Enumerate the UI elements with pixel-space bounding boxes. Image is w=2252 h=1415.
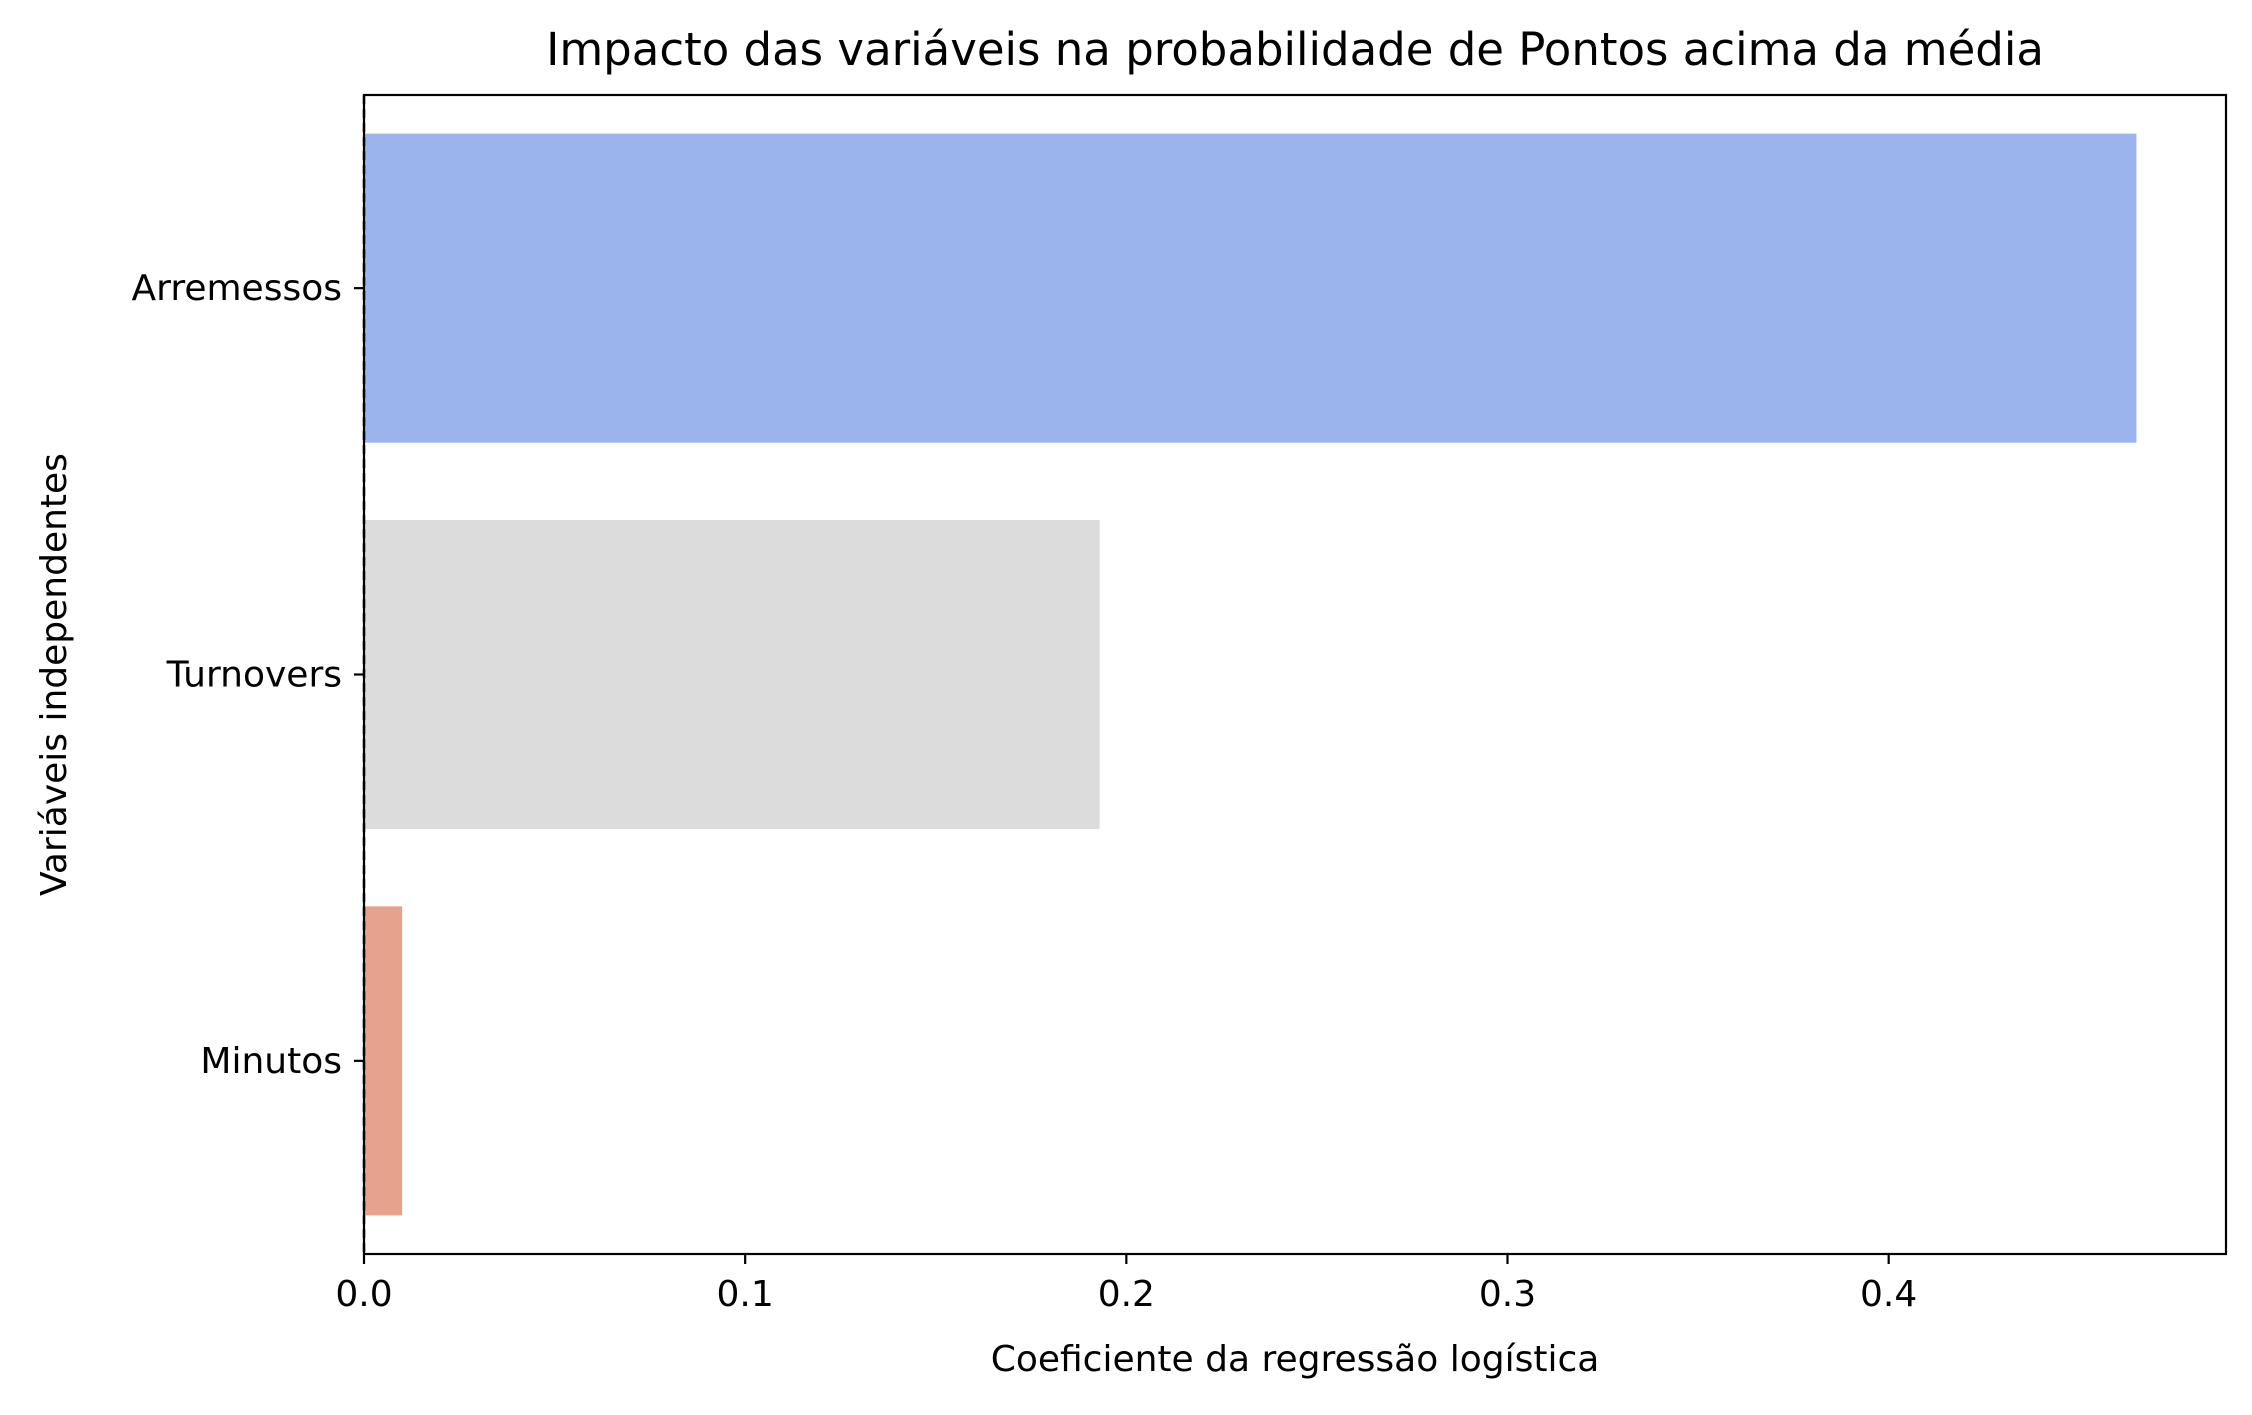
plot-frame	[362, 93, 2228, 1256]
chart-title: Impacto das variáveis na probabilidade d…	[546, 23, 2044, 76]
bar-arremessos	[364, 133, 2137, 443]
x-axis-label: Coeficiente da regressão logística	[991, 1339, 1600, 1380]
x-tick-label: 0.3	[1479, 1274, 1536, 1315]
bar-minutos	[364, 906, 403, 1216]
y-tick-label: Minutos	[200, 1041, 342, 1082]
y-tick-label: Arremessos	[132, 268, 342, 309]
x-ticks: 0.0 0.1 0.2 0.3 0.4	[335, 1254, 1917, 1315]
x-tick-label: 0.1	[717, 1274, 774, 1315]
x-tick-label: 0.0	[335, 1274, 392, 1315]
x-tick-label: 0.2	[1098, 1274, 1155, 1315]
x-tick-label: 0.4	[1860, 1274, 1917, 1315]
bar-turnovers	[364, 519, 1100, 830]
bars-layer	[364, 133, 2137, 1216]
y-tick-label: Turnovers	[166, 655, 342, 696]
y-axis-label: Variáveis independentes	[34, 453, 75, 896]
y-ticks: Arremessos Turnovers Minutos	[132, 268, 364, 1082]
